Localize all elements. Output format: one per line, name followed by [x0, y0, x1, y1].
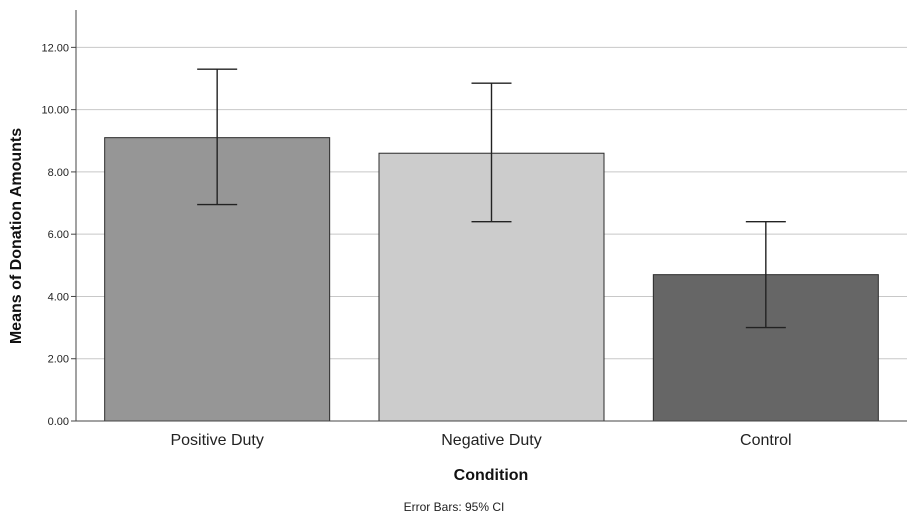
x-category-label: Control [740, 432, 792, 449]
y-tick-label: 12.00 [41, 42, 69, 54]
x-category-label: Negative Duty [441, 432, 542, 449]
y-tick-label: 2.00 [48, 354, 69, 366]
y-tick-label: 6.00 [48, 229, 69, 241]
y-axis-title: Means of Donation Amounts [8, 128, 25, 344]
y-tick-label: 4.00 [48, 291, 69, 303]
y-tick-label: 8.00 [48, 167, 69, 179]
y-tick-label: 0.00 [48, 416, 69, 428]
x-axis-title: Condition [454, 467, 529, 484]
x-category-label: Positive Duty [170, 432, 263, 449]
error-bars-note: Error Bars: 95% CI [404, 500, 505, 514]
axes [71, 10, 907, 422]
y-tick-label: 10.00 [41, 105, 69, 117]
bars [104, 137, 879, 422]
error-bars [197, 68, 786, 329]
tick-labels: 0.00 2.00 4.00 6.00 8.00 10.00 12.00 Positive D… [41, 42, 791, 449]
